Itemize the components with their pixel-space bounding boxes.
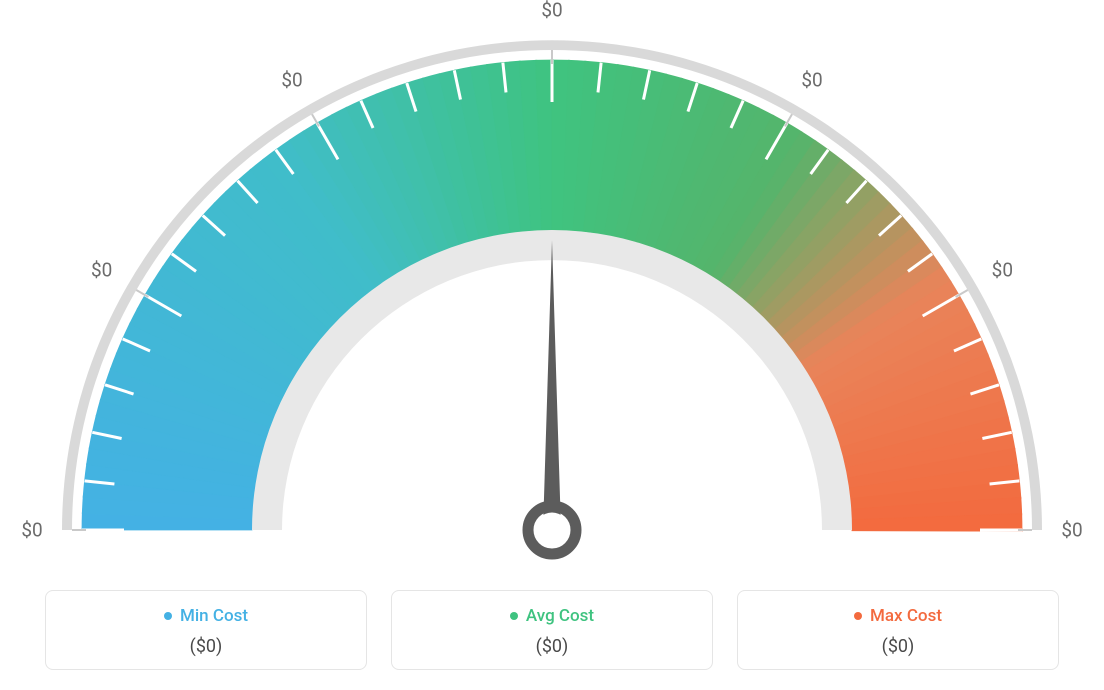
gauge-tick-label: $0 bbox=[801, 68, 822, 91]
gauge-tick-label: $0 bbox=[281, 68, 302, 91]
dot-icon bbox=[854, 612, 862, 620]
legend-title-text: Avg Cost bbox=[526, 606, 594, 626]
legend-title-avg: Avg Cost bbox=[510, 606, 594, 626]
legend-title-max: Max Cost bbox=[854, 606, 942, 626]
dot-icon bbox=[164, 612, 172, 620]
legend-value-avg: ($0) bbox=[402, 636, 702, 657]
gauge-tick-label: $0 bbox=[1061, 519, 1082, 542]
legend-card-min: Min Cost ($0) bbox=[45, 590, 367, 670]
legend-card-max: Max Cost ($0) bbox=[737, 590, 1059, 670]
gauge-tick-label: $0 bbox=[541, 0, 562, 22]
dot-icon bbox=[510, 612, 518, 620]
legend-row: Min Cost ($0) Avg Cost ($0) Max Cost ($0… bbox=[45, 590, 1059, 670]
chart-container: $0 $0 $0 $0 $0 $0 $0 Min Cost ($0) Avg Cost ($… bbox=[0, 0, 1104, 690]
legend-title-text: Max Cost bbox=[870, 606, 942, 626]
gauge-tick-label: $0 bbox=[992, 259, 1013, 282]
gauge-tick-label: $0 bbox=[21, 519, 42, 542]
legend-value-min: ($0) bbox=[56, 636, 356, 657]
legend-card-avg: Avg Cost ($0) bbox=[391, 590, 713, 670]
legend-value-max: ($0) bbox=[748, 636, 1048, 657]
gauge-svg bbox=[0, 0, 1104, 560]
gauge-tick-label: $0 bbox=[91, 259, 112, 282]
gauge-area: $0 $0 $0 $0 $0 $0 $0 bbox=[0, 0, 1104, 555]
legend-title-text: Min Cost bbox=[180, 606, 248, 626]
legend-title-min: Min Cost bbox=[164, 606, 248, 626]
